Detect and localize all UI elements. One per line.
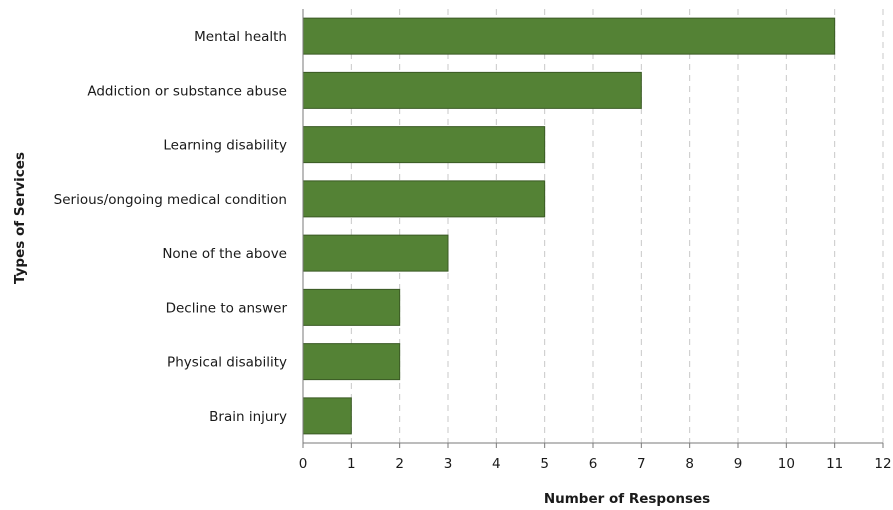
- bar-brain-injury: [302, 397, 352, 435]
- x-tick-label: 7: [637, 456, 646, 472]
- bar-none-of-the-above: [302, 234, 449, 272]
- x-axis-title: Number of Responses: [544, 491, 710, 507]
- category-label: Physical disability: [167, 355, 287, 371]
- axes: [302, 9, 884, 448]
- x-tick-label: 9: [734, 456, 743, 472]
- x-tick-label: 5: [540, 456, 549, 472]
- category-label: Mental health: [194, 29, 287, 45]
- x-tick-label: 6: [589, 456, 598, 472]
- bar-serious-ongoing-medical-condition: [302, 180, 546, 218]
- category-label: Addiction or substance abuse: [87, 83, 287, 99]
- x-tick-label: 3: [444, 456, 453, 472]
- category-labels: Mental health Addiction or substance abus…: [54, 29, 288, 425]
- x-tick-label: 11: [826, 456, 843, 472]
- category-label: Learning disability: [163, 138, 287, 154]
- x-tick-label: 8: [685, 456, 694, 472]
- category-label: Serious/ongoing medical condition: [54, 192, 287, 208]
- x-tick-label: 1: [347, 456, 356, 472]
- bar-addiction-or-substance-abuse: [302, 71, 642, 109]
- bar-learning-disability: [302, 126, 546, 164]
- bar-decline-to-answer: [302, 288, 401, 326]
- category-label: None of the above: [162, 246, 287, 262]
- bar-mental-health: [302, 17, 836, 55]
- bars: [302, 17, 836, 435]
- x-tick-label: 0: [299, 456, 308, 472]
- category-label: Decline to answer: [166, 300, 288, 316]
- y-axis-title: Types of Services: [12, 152, 28, 284]
- category-label: Brain injury: [209, 409, 287, 425]
- x-tick-label: 4: [492, 456, 501, 472]
- x-tick-label: 12: [874, 456, 891, 472]
- bar-physical-disability: [302, 343, 401, 381]
- x-tick-labels: 0 1 2 3 4 5 6 7 8 9 10 11 12: [299, 456, 892, 472]
- x-tick-label: 2: [395, 456, 404, 472]
- x-tick-label: 10: [778, 456, 795, 472]
